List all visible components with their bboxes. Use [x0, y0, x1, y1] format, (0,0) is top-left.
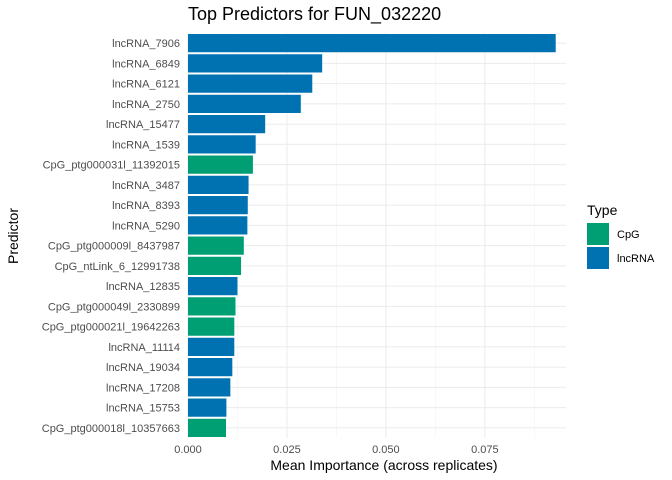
x-tick-label: 0.050: [372, 444, 400, 456]
bar: [188, 398, 227, 417]
bar: [188, 155, 253, 174]
legend-label: CpG: [617, 229, 640, 241]
bar: [188, 54, 323, 73]
legend-swatch: [587, 223, 609, 245]
y-tick-label: CpG_ptg000021l_19642263: [42, 322, 180, 334]
grid: [187, 33, 566, 438]
bar: [188, 277, 238, 296]
x-tick-label: 0.075: [471, 444, 499, 456]
legend-swatch: [587, 247, 609, 269]
y-tick-label: lncRNA_6121: [112, 79, 180, 91]
bar: [188, 216, 248, 235]
y-tick-labels: lncRNA_7906 lncRNA_6849 lncRNA_6121 lncRNA_…: [42, 38, 180, 435]
bar: [188, 196, 248, 215]
y-tick-label: lncRNA_17208: [106, 382, 180, 394]
y-tick-label: lncRNA_12835: [106, 281, 180, 293]
legend: Type CpG lncRNA: [587, 202, 655, 269]
y-tick-label: CpG_ntLink_6_12991738: [55, 261, 180, 273]
legend-label: lncRNA: [617, 253, 655, 265]
bar: [188, 135, 256, 154]
bar: [188, 115, 266, 134]
y-tick-label: lncRNA_15477: [106, 119, 180, 131]
y-tick-label: lncRNA_3487: [112, 180, 180, 192]
bar: [188, 256, 242, 275]
x-tick-labels: 0.000 0.025 0.050 0.075: [174, 444, 498, 456]
y-tick-label: lncRNA_19034: [106, 362, 180, 374]
bar: [188, 418, 226, 437]
x-tick-label: 0.025: [273, 444, 301, 456]
x-tick-label: 0.000: [174, 444, 202, 456]
y-axis-title: Predictor: [5, 208, 21, 264]
y-tick-label: CpG_ptg000049l_2330899: [48, 301, 180, 313]
x-axis-title: Mean Importance (across replicates): [270, 457, 497, 473]
bar: [188, 34, 556, 53]
y-tick-label: lncRNA_11114: [108, 342, 180, 354]
y-tick-label: CpG_ptg000031l_11392015: [43, 160, 180, 172]
y-tick-label: lncRNA_7906: [112, 38, 180, 50]
y-tick-label: lncRNA_6849: [112, 58, 180, 70]
bar: [188, 175, 249, 194]
legend-title: Type: [587, 202, 618, 218]
bar: [188, 236, 244, 255]
y-tick-label: lncRNA_5290: [112, 220, 180, 232]
bar: [188, 94, 301, 113]
y-tick-label: CpG_ptg000018l_10357663: [42, 423, 180, 435]
bar: [188, 297, 236, 316]
bar: [188, 317, 235, 336]
bar: [188, 358, 233, 377]
y-tick-label: lncRNA_2750: [112, 99, 180, 111]
bar: [188, 74, 313, 93]
y-tick-label: lncRNA_1539: [112, 139, 180, 151]
y-tick-label: lncRNA_8393: [112, 200, 180, 212]
y-tick-label: CpG_ptg000009l_8437987: [48, 241, 180, 253]
bar: [188, 337, 235, 356]
chart-title: Top Predictors for FUN_032220: [188, 4, 441, 25]
bars: [188, 34, 556, 437]
y-tick-label: lncRNA_15753: [106, 403, 180, 415]
bar: [188, 378, 231, 397]
